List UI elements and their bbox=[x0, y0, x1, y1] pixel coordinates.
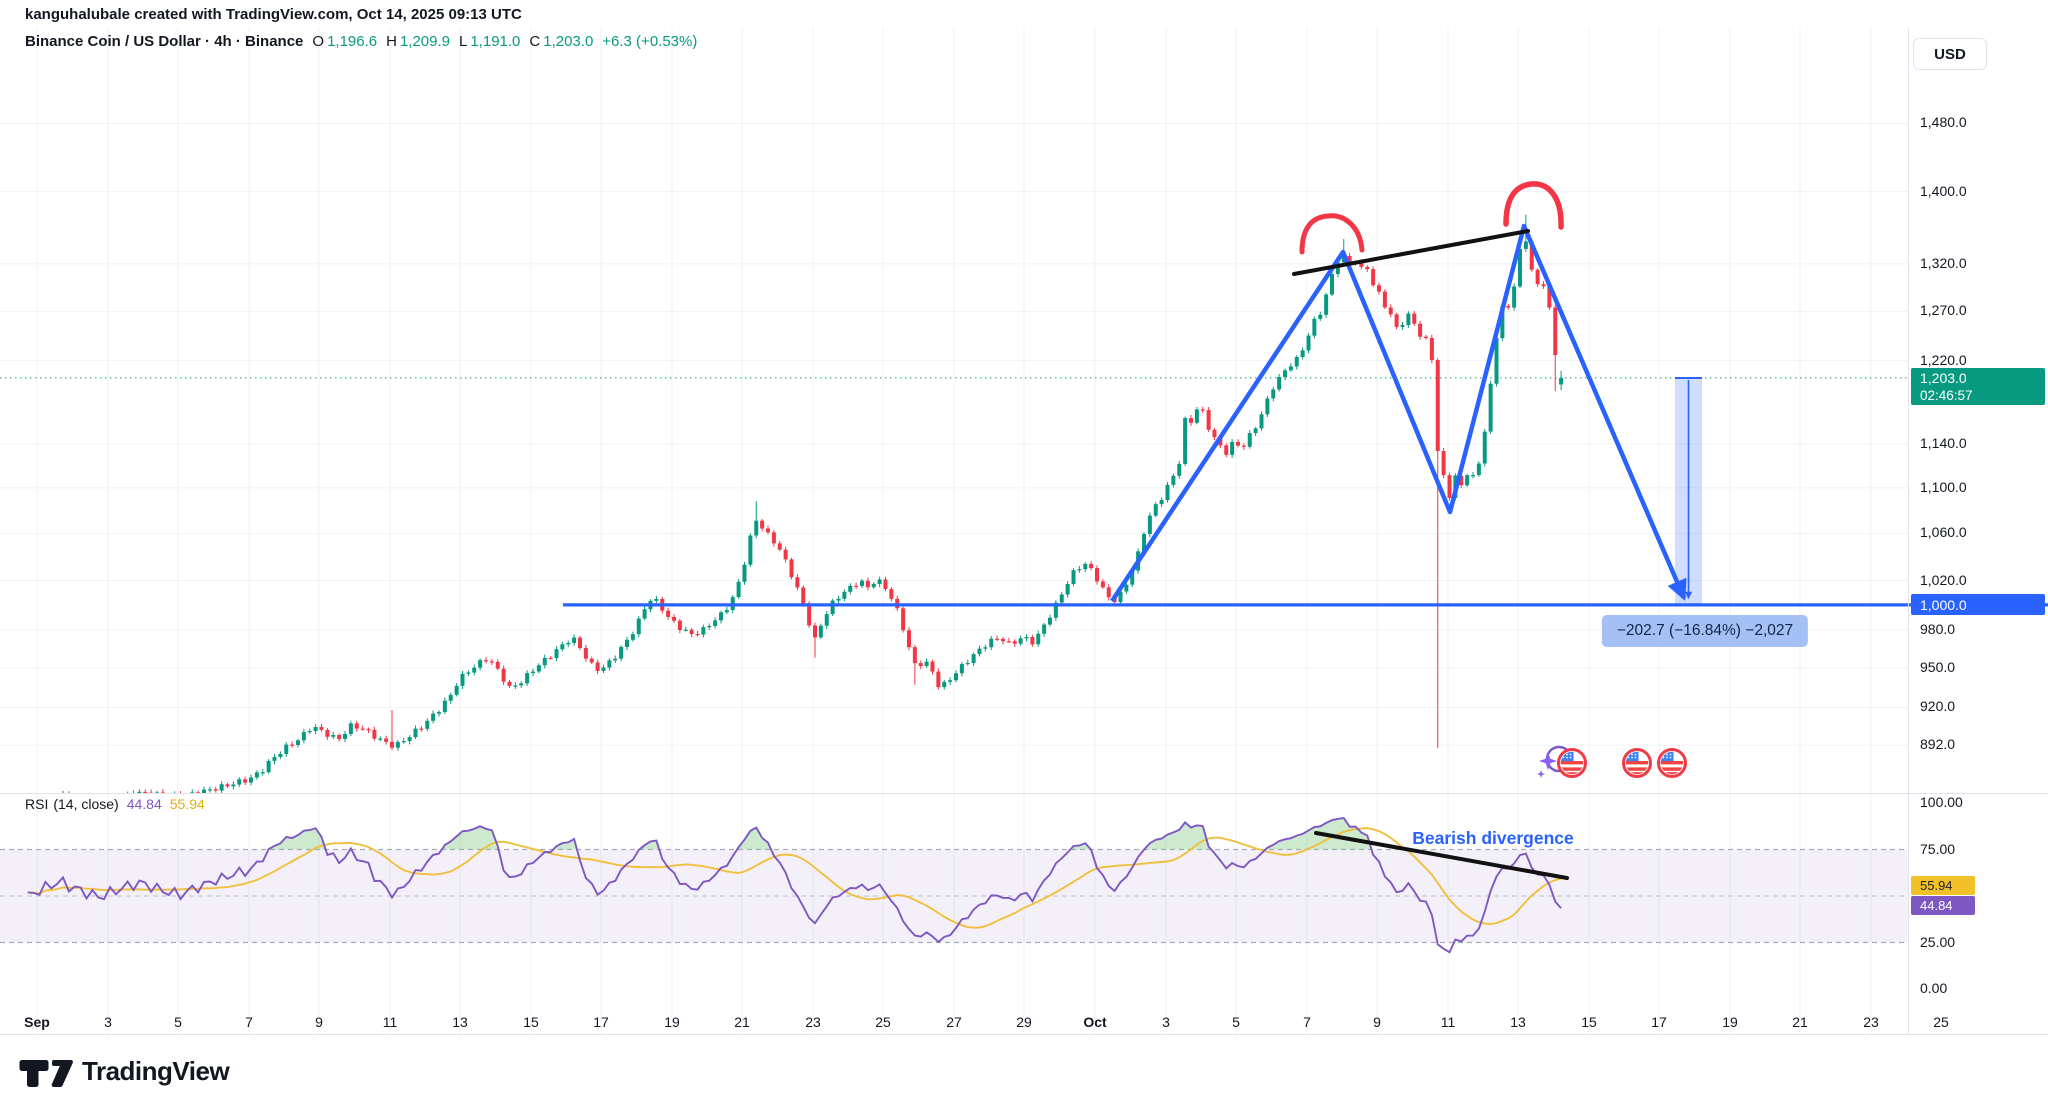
time-axis-label: 21 bbox=[734, 1014, 750, 1030]
rsi-axis-label: 25.00 bbox=[1920, 933, 1956, 950]
time-axis-label: 23 bbox=[1863, 1014, 1879, 1030]
path-drawing-zigzag bbox=[1110, 223, 1687, 603]
price-axis-label: 892.0 bbox=[1920, 736, 1956, 753]
chart-drawings[interactable] bbox=[0, 181, 2048, 880]
rsi-plot bbox=[0, 817, 1908, 954]
rsi-axis-label: 0.00 bbox=[1920, 980, 1948, 996]
support-level-value: 1,000.0 bbox=[1920, 596, 1967, 613]
brush-arc-top-2 bbox=[1503, 181, 1564, 230]
time-axis-label: Sep bbox=[24, 1014, 50, 1030]
trendline-rsi-divergence bbox=[1314, 831, 1569, 880]
tradingview-logo-text: TradingView bbox=[82, 1056, 230, 1086]
time-axis-label: 11 bbox=[1440, 1014, 1456, 1030]
currency-selector-button[interactable]: USD bbox=[1913, 38, 1987, 70]
time-axis-border bbox=[0, 1034, 2048, 1035]
price-axis-label: 1,270.0 bbox=[1920, 302, 1967, 319]
time-axis-label: 17 bbox=[1651, 1014, 1667, 1030]
low-value: 1,191.0 bbox=[470, 33, 521, 50]
rsi-value: 44.84 bbox=[126, 796, 162, 812]
time-axis-label: 23 bbox=[805, 1014, 821, 1030]
price-axis-label: 1,480.0 bbox=[1920, 114, 1967, 131]
bar-countdown: 02:46:57 bbox=[1920, 387, 1973, 403]
time-axis-label: 9 bbox=[315, 1014, 323, 1030]
price-axis-label: 1,140.0 bbox=[1920, 434, 1967, 451]
attribution-text: kanguhalubale created with TradingView.c… bbox=[25, 6, 522, 23]
price-axis-label: 920.0 bbox=[1920, 698, 1956, 715]
time-axis-label: 15 bbox=[523, 1014, 539, 1030]
high-label: H bbox=[386, 33, 397, 50]
us-flag-sticker-icon bbox=[1659, 750, 1686, 777]
tradingview-logo-glyph bbox=[19, 1060, 73, 1088]
chart-grid bbox=[0, 28, 1908, 1034]
low-label: L bbox=[459, 33, 468, 50]
pane-separator[interactable] bbox=[0, 793, 2048, 794]
time-axis-label: 7 bbox=[1303, 1014, 1311, 1030]
rsi-axis-label: 75.00 bbox=[1920, 840, 1956, 857]
price-axis-label: 1,400.0 bbox=[1920, 182, 1967, 199]
price-axis-border bbox=[1908, 28, 1909, 1034]
time-axis-label: 29 bbox=[1016, 1014, 1032, 1030]
time-axis-label: 17 bbox=[593, 1014, 609, 1030]
price-axis-label: 1,320.0 bbox=[1920, 254, 1967, 271]
tradingview-logo[interactable]: TradingView bbox=[20, 1056, 230, 1087]
open-value: 1,196.6 bbox=[327, 33, 378, 50]
support-level-tag: 1,000.0 bbox=[1911, 594, 2045, 615]
time-axis-label: 3 bbox=[1162, 1014, 1170, 1030]
price-axis-label: 1,020.0 bbox=[1920, 571, 1967, 588]
candlestick-plot bbox=[62, 214, 1564, 793]
price-axis-label: 1,220.0 bbox=[1920, 351, 1967, 368]
rsi-params: (14, close) bbox=[53, 796, 119, 812]
time-axis-label: 25 bbox=[1933, 1014, 1949, 1030]
price-axis-label: 980.0 bbox=[1920, 620, 1956, 637]
current-price-value: 1,203.0 bbox=[1920, 369, 1967, 386]
price-axis-label: 950.0 bbox=[1920, 658, 1956, 675]
time-axis-label: 13 bbox=[452, 1014, 468, 1030]
price-axis-label: 1,100.0 bbox=[1920, 478, 1967, 495]
rsi-title[interactable]: RSI bbox=[25, 796, 49, 812]
sparkle-sticker-icon bbox=[1539, 752, 1557, 770]
rsi-ma-tag: 55.94 bbox=[1911, 876, 1975, 895]
time-axis-label: 27 bbox=[946, 1014, 962, 1030]
time-axis-label: 3 bbox=[104, 1014, 112, 1030]
time-axis-label: 13 bbox=[1510, 1014, 1526, 1030]
time-axis-label: 19 bbox=[1722, 1014, 1738, 1030]
us-flag-sticker-icon bbox=[1624, 750, 1651, 777]
rsi-axis-label: 100.00 bbox=[1920, 794, 1963, 810]
change-value: +6.3 (+0.53%) bbox=[602, 33, 698, 50]
brush-arc-top-1 bbox=[1299, 213, 1365, 255]
time-axis-label: 15 bbox=[1581, 1014, 1597, 1030]
close-value: 1,203.0 bbox=[543, 33, 594, 50]
trendline-double-top bbox=[1292, 229, 1530, 276]
symbol-title[interactable]: Binance Coin / US Dollar · 4h · Binance bbox=[25, 33, 304, 50]
high-value: 1,209.9 bbox=[399, 33, 450, 50]
emoji-stickers[interactable] bbox=[1536, 745, 1686, 779]
rsi-ma-value: 55.94 bbox=[169, 796, 205, 812]
measurement-label[interactable]: −202.7 (−16.84%) −2,027 bbox=[1601, 615, 1809, 647]
time-axis-label: 7 bbox=[245, 1014, 253, 1030]
time-axis-label: Oct bbox=[1083, 1014, 1107, 1030]
price-axis-label: 1,060.0 bbox=[1920, 524, 1967, 541]
open-label: O bbox=[312, 33, 325, 50]
rsi-value-tag: 44.84 bbox=[1911, 896, 1975, 915]
time-axis-label: 5 bbox=[1232, 1014, 1240, 1030]
symbol-header[interactable]: Binance Coin / US Dollar · 4h · Binance … bbox=[25, 33, 697, 50]
bearish-divergence-label[interactable]: Bearish divergence bbox=[1412, 828, 1574, 848]
time-axis-label: 11 bbox=[382, 1014, 398, 1030]
sparkle-small-icon bbox=[1536, 769, 1546, 779]
close-label: C bbox=[529, 33, 541, 50]
time-axis-label: 25 bbox=[875, 1014, 891, 1030]
time-axis-label: 9 bbox=[1373, 1014, 1381, 1030]
us-flag-sticker-icon bbox=[1559, 750, 1586, 777]
time-axis-label: 21 bbox=[1792, 1014, 1808, 1030]
rsi-header[interactable]: RSI (14, close) 44.84 55.94 bbox=[25, 796, 205, 812]
time-axis-label: 5 bbox=[174, 1014, 182, 1030]
current-price-tag: 1,203.0 02:46:57 bbox=[1911, 368, 2045, 405]
time-axis-label: 19 bbox=[664, 1014, 680, 1030]
